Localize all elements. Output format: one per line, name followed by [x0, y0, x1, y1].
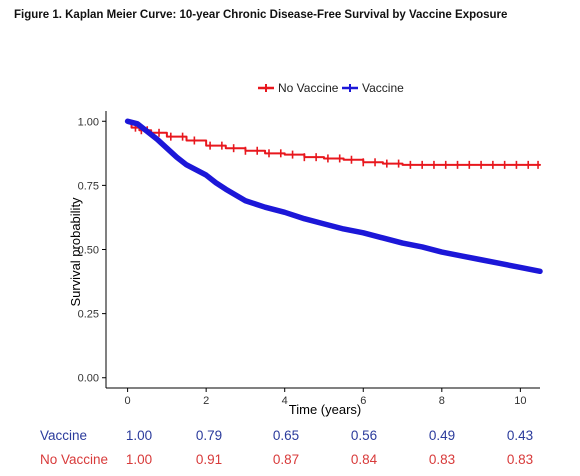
risk-cell: 1.00 [125, 428, 153, 443]
km-chart: No Vaccine Vaccine 0.00 0.25 0.50 0.75 1.00 0… [68, 81, 543, 417]
x-tick-label: 0 [125, 395, 131, 407]
risk-cell: 0.43 [506, 428, 534, 443]
risk-cell: 0.56 [350, 428, 378, 443]
risk-cell: 0.65 [272, 428, 300, 443]
y-tick-label: 0.00 [78, 373, 99, 385]
y-tick-label: 1.00 [78, 116, 99, 128]
y-tick-label: 0.50 [78, 245, 99, 257]
series-layer [124, 118, 543, 275]
y-axis: 0.00 0.25 0.50 0.75 1.00 [78, 111, 107, 388]
x-tick-label: 10 [514, 395, 526, 407]
risk-row-label: No Vaccine [40, 452, 109, 467]
legend-label-no-vaccine: No Vaccine [278, 81, 339, 95]
risk-row-vaccine: Vaccine 1.00 0.79 0.65 0.56 0.49 0.43 [0, 428, 580, 448]
risk-cell: 0.91 [195, 452, 223, 467]
risk-cell: 1.00 [125, 452, 153, 467]
risk-cell: 0.83 [428, 452, 456, 467]
y-tick-label: 0.25 [78, 309, 99, 321]
risk-cell: 0.79 [195, 428, 223, 443]
x-tick-label: 6 [360, 395, 366, 407]
legend-label-vaccine: Vaccine [362, 81, 404, 95]
y-axis-label: Survival probability [68, 197, 83, 307]
risk-cell: 0.84 [350, 452, 378, 467]
risk-cell: 0.49 [428, 428, 456, 443]
y-tick-label: 0.75 [78, 180, 99, 192]
x-tick-label: 8 [439, 395, 445, 407]
risk-row-no-vaccine: No Vaccine 1.00 0.91 0.87 0.84 0.83 0.83 [0, 452, 580, 472]
series-line-no-vaccine [126, 120, 541, 166]
series-line-vaccine [124, 118, 543, 275]
x-axis-label: Time (years) [289, 402, 361, 417]
figure-title: Figure 1. Kaplan Meier Curve: 10-year Ch… [14, 9, 508, 21]
risk-cell: 0.83 [506, 452, 534, 467]
x-axis: 0 2 4 6 8 10 [106, 387, 540, 407]
chart-legend: No Vaccine Vaccine [258, 81, 404, 95]
risk-cell: 0.87 [272, 452, 300, 467]
x-tick-label: 2 [203, 395, 209, 407]
x-tick-label: 4 [282, 395, 288, 407]
risk-row-label: Vaccine [40, 428, 88, 443]
